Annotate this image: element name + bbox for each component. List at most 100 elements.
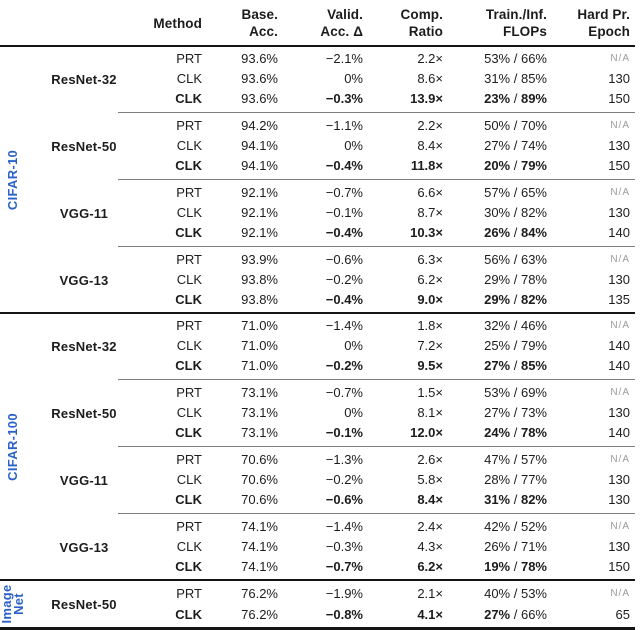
valid-acc-delta-cell: 0%	[344, 71, 363, 86]
header-hard-prune-epoch: Hard Pr. Epoch	[547, 4, 630, 42]
flops-separator: /	[510, 185, 521, 200]
model-name: ResNet-50	[51, 596, 117, 612]
comp-ratio-cell: 10.3×	[410, 225, 443, 240]
flops-separator: /	[510, 385, 521, 400]
flops-inf-value: 53%	[520, 586, 547, 601]
flops-separator: /	[510, 452, 521, 467]
hard-prune-epoch-cell: 140	[608, 225, 630, 240]
model-name: VGG-11	[59, 472, 109, 488]
header-flops-line1: Train./Inf.	[485, 7, 547, 22]
table-row: CLK 93.8% −0.2% 6.2× 29% / 78% 130	[140, 270, 635, 290]
method-cell: CLK	[175, 91, 202, 106]
dataset-label-cell: Image Net	[0, 583, 28, 625]
valid-acc-delta-cell: −0.8%	[325, 607, 363, 622]
method-cell: PRT	[176, 185, 202, 200]
flops-train-value: 24%	[484, 425, 511, 440]
valid-acc-delta-cell: 0%	[344, 338, 363, 353]
flops-train-value: 27%	[484, 405, 511, 420]
group-rows: PRT 70.6% −1.3% 2.6× 47% / 57% N/A CLK 70.6% −0.…	[140, 450, 635, 510]
hard-prune-epoch-cell: N/A	[610, 187, 630, 198]
flops-cell: 57% / 65%	[443, 183, 547, 203]
method-cell: CLK	[175, 292, 202, 307]
base-acc-cell: 94.1%	[241, 158, 278, 173]
header-base-acc-line1: Base.	[241, 7, 278, 22]
hard-prune-epoch-cell: 130	[608, 405, 630, 420]
model-group: VGG-13 PRT 93.9% −0.6% 6.3× 56% / 63% N/A CLK 93…	[28, 250, 635, 310]
flops-cell: 25% / 79%	[443, 336, 547, 356]
flops-separator: /	[510, 225, 521, 240]
comp-ratio-cell: 8.4×	[417, 138, 443, 153]
model-name: ResNet-50	[51, 405, 117, 421]
method-cell: CLK	[175, 425, 202, 440]
base-acc-cell: 94.2%	[241, 118, 278, 133]
comp-ratio-cell: 7.2×	[417, 338, 443, 353]
method-cell: PRT	[176, 51, 202, 66]
hard-prune-epoch-cell: 130	[608, 138, 630, 153]
hard-prune-epoch-cell: 130	[608, 472, 630, 487]
flops-separator: /	[510, 138, 521, 153]
valid-acc-delta-cell: −2.1%	[325, 51, 363, 66]
flops-train-value: 50%	[484, 118, 511, 133]
flops-cell: 19% / 78%	[443, 557, 547, 577]
hard-prune-epoch-cell: N/A	[610, 387, 630, 398]
base-acc-cell: 92.1%	[241, 205, 278, 220]
base-acc-cell: 74.1%	[241, 539, 278, 554]
hard-prune-epoch-cell: 140	[608, 338, 630, 353]
table-row: PRT 93.9% −0.6% 6.3× 56% / 63% N/A	[140, 250, 635, 270]
comp-ratio-cell: 2.2×	[417, 51, 443, 66]
flops-cell: 28% / 77%	[443, 470, 547, 490]
header-method: Method	[140, 4, 202, 42]
header-spacer	[0, 4, 140, 42]
flops-inf-value: 66%	[520, 607, 547, 622]
valid-acc-delta-cell: −0.4%	[325, 225, 363, 240]
flops-train-value: 53%	[484, 385, 511, 400]
hard-prune-epoch-cell: 150	[608, 559, 630, 574]
model-name: ResNet-50	[51, 138, 117, 154]
flops-inf-value: 78%	[520, 425, 547, 440]
comp-ratio-cell: 4.3×	[417, 539, 443, 554]
flops-inf-value: 73%	[520, 405, 547, 420]
model-group: ResNet-50 PRT 76.2% −1.9% 2.1× 40% / 53% N/A CL…	[28, 583, 635, 625]
table-row: CLK 73.1% −0.1% 12.0× 24% / 78% 140	[140, 423, 635, 443]
table-row: PRT 71.0% −1.4% 1.8× 32% / 46% N/A	[140, 316, 635, 336]
base-acc-cell: 93.6%	[241, 91, 278, 106]
table-row: CLK 93.8% −0.4% 9.0× 29% / 82% 135	[140, 290, 635, 310]
flops-inf-value: 70%	[520, 118, 547, 133]
base-acc-cell: 71.0%	[241, 338, 278, 353]
group-rows: PRT 94.2% −1.1% 2.2× 50% / 70% N/A CLK 94.1% 0% 8…	[140, 116, 635, 176]
thin-separator	[118, 446, 635, 447]
base-acc-cell: 93.8%	[241, 272, 278, 287]
flops-separator: /	[510, 51, 521, 66]
flops-separator: /	[510, 425, 521, 440]
hard-prune-epoch-cell: N/A	[610, 53, 630, 64]
hard-prune-epoch-cell: 130	[608, 272, 630, 287]
group-rows: PRT 92.1% −0.7% 6.6× 57% / 65% N/A CLK 92.1% −0.…	[140, 183, 635, 243]
comp-ratio-cell: 13.9×	[410, 91, 443, 106]
flops-train-value: 29%	[484, 272, 511, 287]
flops-cell: 27% / 85%	[443, 356, 547, 376]
flops-inf-value: 85%	[520, 71, 547, 86]
base-acc-cell: 71.0%	[241, 318, 278, 333]
flops-cell: 24% / 78%	[443, 423, 547, 443]
dataset-label-cell: CIFAR-100	[0, 316, 28, 577]
valid-acc-delta-cell: −0.6%	[325, 252, 363, 267]
flops-inf-value: 82%	[520, 205, 547, 220]
valid-acc-delta-cell: −1.4%	[325, 318, 363, 333]
valid-acc-delta-cell: −1.9%	[325, 586, 363, 601]
valid-acc-delta-cell: −0.2%	[325, 358, 363, 373]
flops-cell: 29% / 82%	[443, 290, 547, 310]
flops-train-value: 30%	[484, 205, 511, 220]
table-row: PRT 73.1% −0.7% 1.5× 53% / 69% N/A	[140, 383, 635, 403]
hard-prune-epoch-cell: 65	[615, 607, 630, 622]
comp-ratio-cell: 12.0×	[410, 425, 443, 440]
group-rows: PRT 93.9% −0.6% 6.3× 56% / 63% N/A CLK 93.8% −0.…	[140, 250, 635, 310]
valid-acc-delta-cell: −0.4%	[325, 158, 363, 173]
method-cell: CLK	[175, 559, 202, 574]
flops-inf-value: 89%	[520, 91, 547, 106]
flops-separator: /	[510, 338, 521, 353]
base-acc-cell: 71.0%	[241, 358, 278, 373]
flops-inf-value: 71%	[520, 539, 547, 554]
method-cell: PRT	[176, 118, 202, 133]
comp-ratio-cell: 6.3×	[417, 252, 443, 267]
valid-acc-delta-cell: −0.7%	[325, 185, 363, 200]
